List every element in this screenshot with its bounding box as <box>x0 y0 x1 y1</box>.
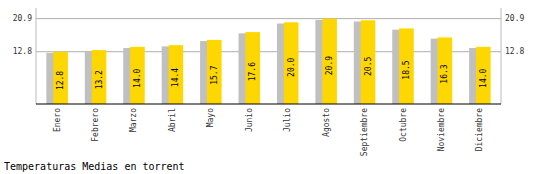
bar <box>322 19 337 104</box>
x-tick-label: Mayo <box>206 108 215 127</box>
data-label: 20.9 <box>325 56 334 75</box>
bar <box>130 47 145 104</box>
y2-tick-label: 12.8 <box>505 47 524 56</box>
bar <box>438 37 453 104</box>
x-tick-label: Julio <box>283 108 292 132</box>
title: Temperaturas Medias en torrent <box>4 161 185 172</box>
x-tick-label: Febrero <box>91 108 100 142</box>
data-label: 12.8 <box>56 71 65 90</box>
x-tick-label: Marzo <box>129 108 138 132</box>
y-tick-label: 20.9 <box>13 14 32 23</box>
chart: 12.8 13.2 14.0 14.4 15.7 17.6 20.0 20.9 20.5 18.5… <box>0 0 537 174</box>
data-label: 14.4 <box>171 68 180 87</box>
data-label: 20.0 <box>287 57 296 76</box>
bar <box>169 45 184 104</box>
y2-axis-line <box>501 8 502 104</box>
bar <box>361 20 376 104</box>
grid-line <box>36 18 501 19</box>
y2-tick-label: 20.9 <box>505 14 524 23</box>
bar <box>284 22 299 104</box>
x-tick-label: Diciembre <box>475 108 484 152</box>
x-tick-label: Octubre <box>399 108 408 142</box>
bar <box>245 32 260 104</box>
x-tick-label: Septiembre <box>360 108 369 156</box>
data-label: 14.0 <box>133 68 142 87</box>
bar <box>92 50 107 104</box>
x-tick-label: Abril <box>168 108 177 132</box>
x-axis-line <box>36 103 501 104</box>
x-tick-label: Agosto <box>322 108 331 137</box>
data-label: 15.7 <box>210 65 219 84</box>
data-label: 17.6 <box>248 62 257 81</box>
data-label: 20.5 <box>364 56 373 75</box>
bar <box>207 40 222 104</box>
bar <box>399 28 414 104</box>
x-tick-label: Enero <box>53 108 62 132</box>
bar <box>53 52 68 104</box>
data-label: 18.5 <box>402 60 411 79</box>
bar <box>476 47 491 104</box>
x-tick-label: Junio <box>245 108 254 132</box>
data-label: 13.2 <box>95 70 104 89</box>
data-label: 14.0 <box>479 68 488 87</box>
y-axis-line <box>36 8 37 104</box>
y-tick-label: 12.8 <box>13 47 32 56</box>
x-tick-label: Noviembre <box>437 108 446 152</box>
data-label: 16.3 <box>440 64 449 83</box>
